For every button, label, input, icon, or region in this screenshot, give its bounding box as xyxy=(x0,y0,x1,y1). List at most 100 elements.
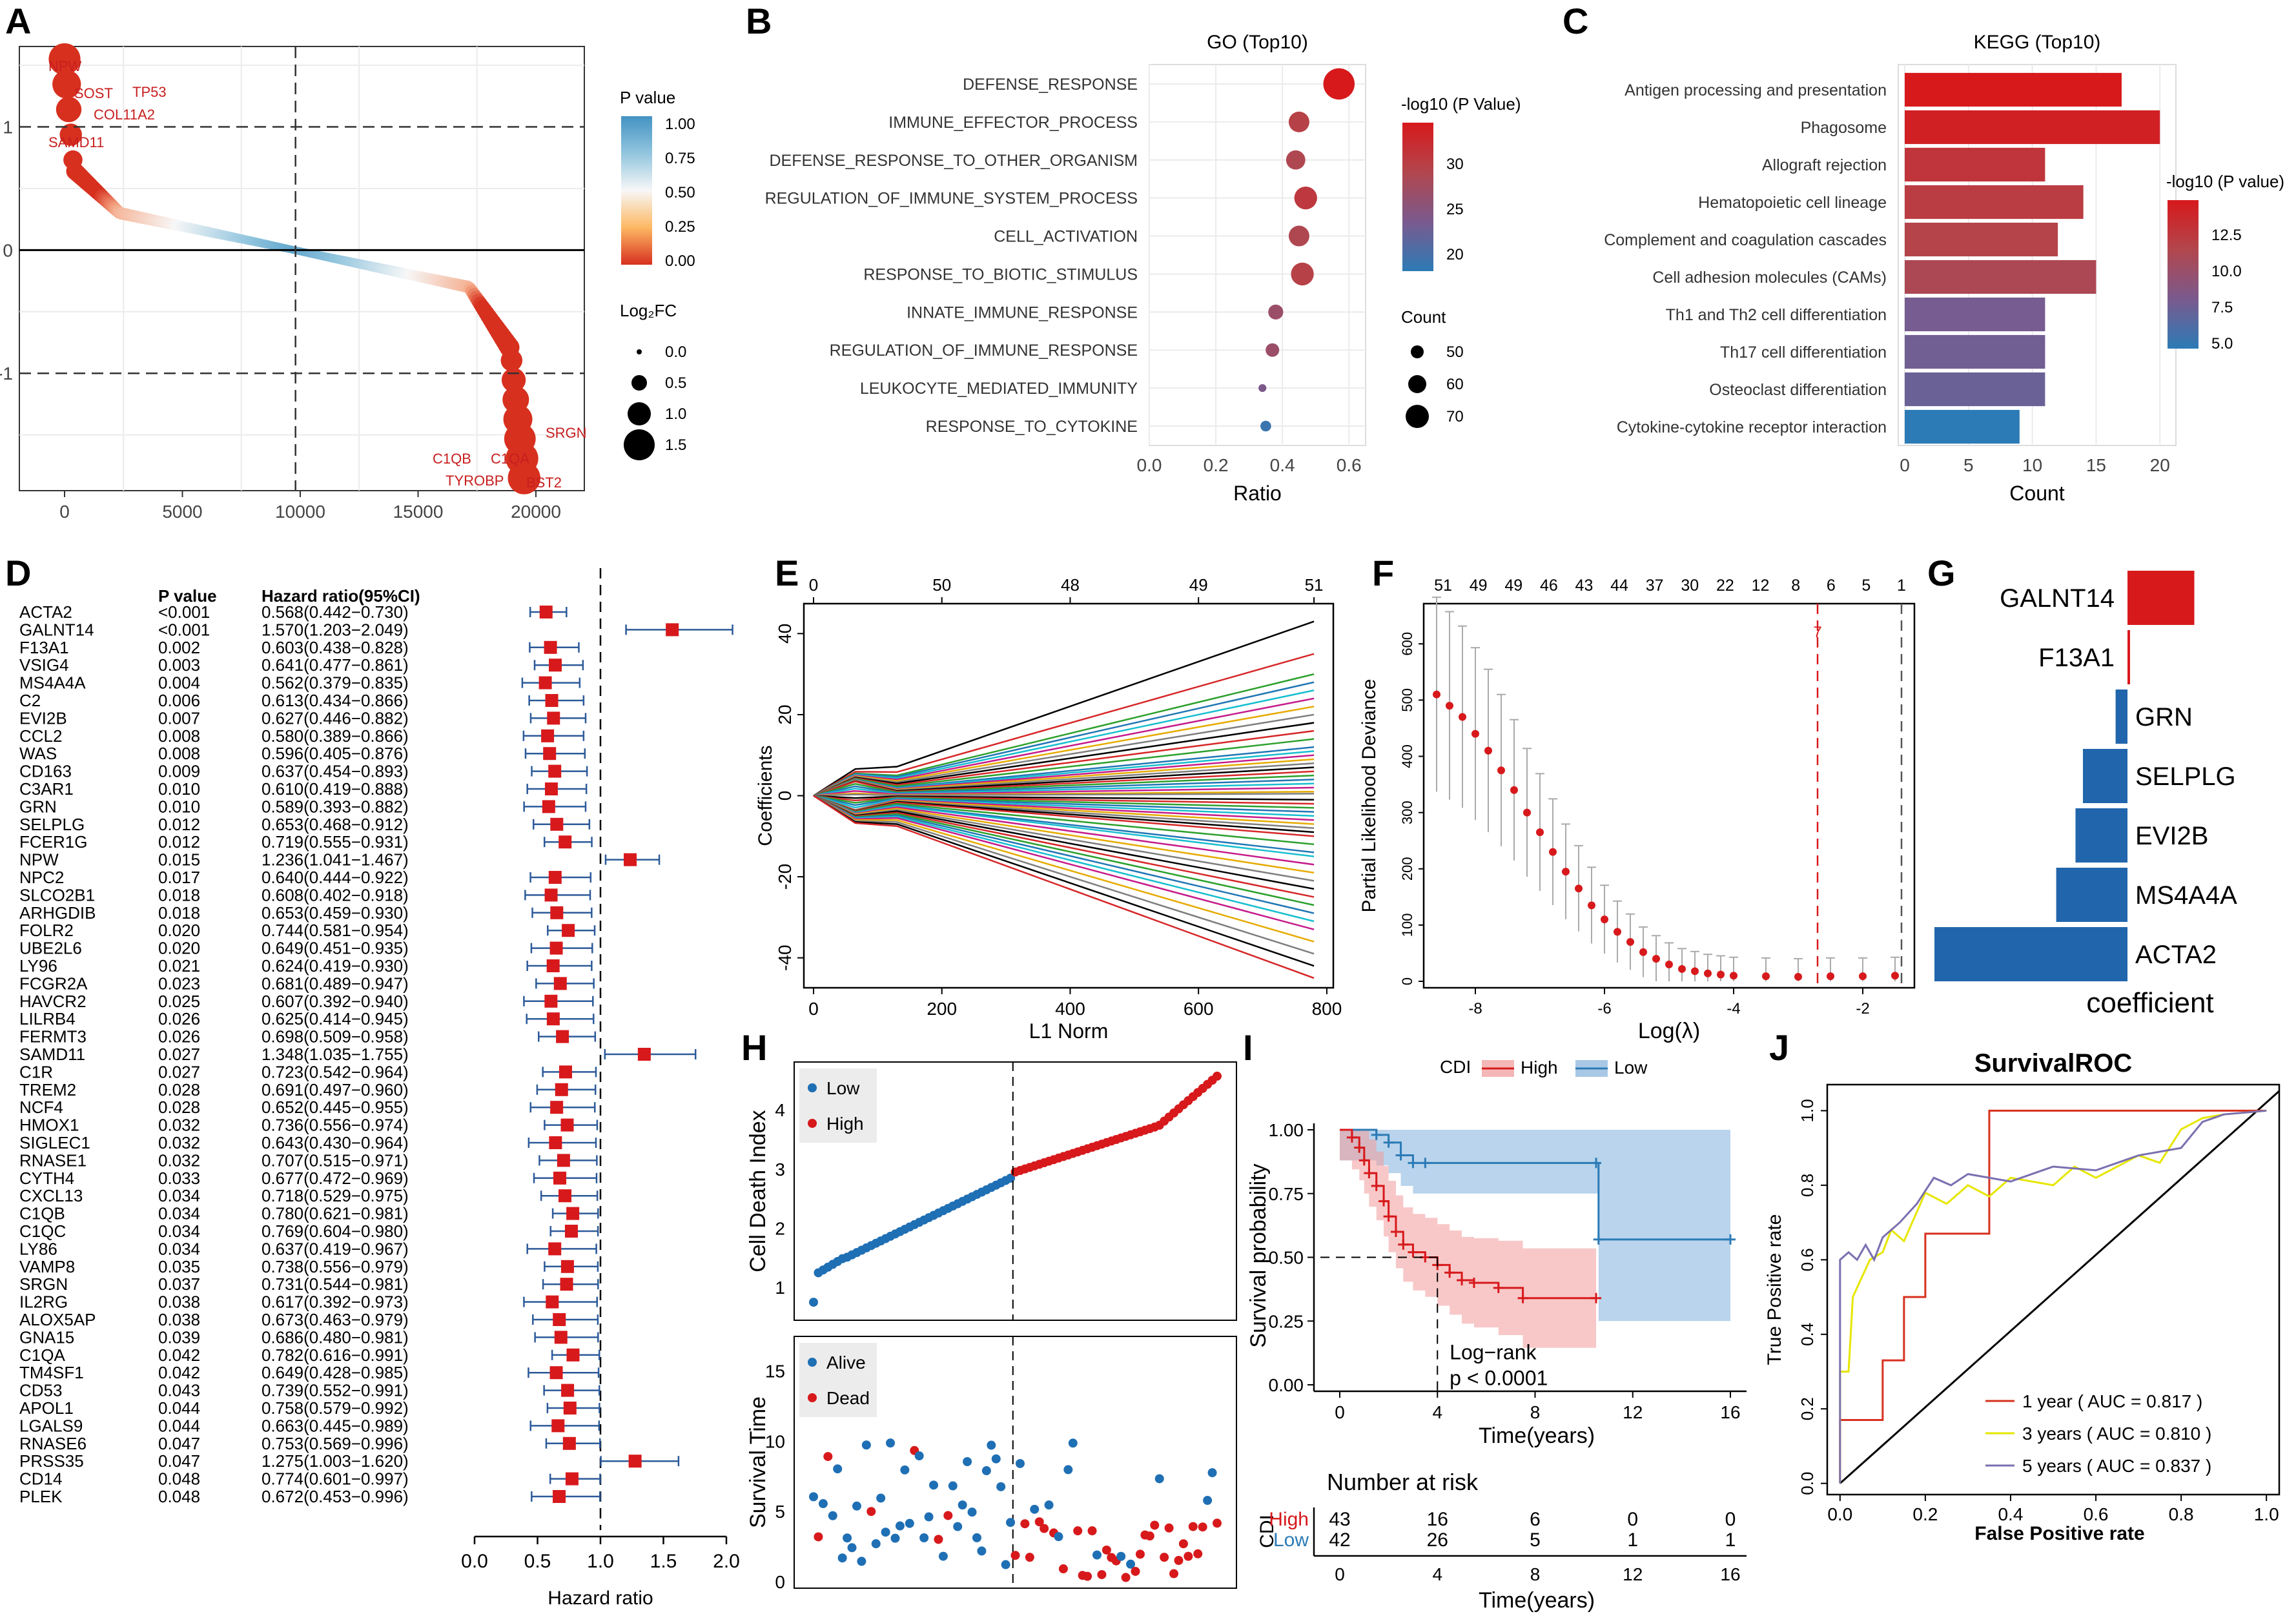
p-value: 0.012 xyxy=(158,832,200,852)
gene-label: SAMD11 xyxy=(48,134,104,150)
patient-time-point xyxy=(1121,1573,1131,1582)
gene-name: EVI2B xyxy=(19,708,67,728)
category-label: Th1 and Th2 cell differentiation xyxy=(1666,306,1887,324)
hr-ci: 0.652(0.445−0.955) xyxy=(261,1098,409,1117)
legend-label: High xyxy=(1521,1057,1558,1078)
patient-time-point xyxy=(1203,1496,1213,1506)
gene-name: C1QC xyxy=(19,1221,66,1241)
cv-point xyxy=(1859,972,1867,981)
hr-square xyxy=(548,871,562,884)
pvalue-colorbar xyxy=(621,116,652,265)
hr-ci: 0.608(0.402−0.918) xyxy=(261,885,409,904)
panel-label-c: C xyxy=(1563,1,1589,41)
hr-ci: 0.568(0.442−0.730) xyxy=(261,602,409,622)
panel-label-d: D xyxy=(5,553,32,593)
colorbar xyxy=(1402,123,1433,271)
size-legend-label: 70 xyxy=(1446,408,1464,425)
gene-label: C1QB xyxy=(433,451,471,467)
patient-time-point xyxy=(929,1480,939,1490)
colorbar-tick-label: 7.5 xyxy=(2211,299,2233,316)
patient-time-point xyxy=(900,1465,910,1475)
hr-square xyxy=(559,835,572,849)
patient-time-point xyxy=(823,1452,833,1462)
top-tick-label: 48 xyxy=(1061,575,1080,595)
x-tick-label: 0.2 xyxy=(1912,1504,1938,1524)
go-term-dot xyxy=(1268,304,1284,320)
hr-square xyxy=(637,1048,651,1061)
patient-risk-point xyxy=(1006,1173,1016,1183)
go-term-dot xyxy=(1258,384,1267,393)
p-value: 0.026 xyxy=(158,1027,200,1047)
chart-c-kegg-barplot: KEGG (Top10) Antigen processing and prese… xyxy=(1604,32,2284,505)
patient-time-point xyxy=(1184,1551,1193,1561)
coefficient-path xyxy=(813,722,1315,797)
x-tick-label: 1.0 xyxy=(2254,1504,2279,1524)
coefficient-bar xyxy=(2075,808,2127,863)
risk-count: 42 xyxy=(1329,1529,1350,1551)
gene-name: CD163 xyxy=(19,762,72,781)
pvalue-tick-label: 0.00 xyxy=(665,252,695,270)
hr-square xyxy=(539,606,553,618)
hr-ci: 0.580(0.389−0.866) xyxy=(261,726,409,746)
patient-time-point xyxy=(1068,1438,1078,1448)
category-label: RESPONSE_TO_BIOTIC_STIMULUS xyxy=(863,265,1138,283)
cv-point xyxy=(1471,730,1479,738)
coefficient-path xyxy=(813,690,1315,797)
p-value: 0.035 xyxy=(158,1257,200,1276)
hr-ci: 0.731(0.544−0.981) xyxy=(261,1274,409,1294)
top-tick-label: 12 xyxy=(1752,577,1770,595)
x-tick-label: 4 xyxy=(1432,1402,1442,1422)
hr-square xyxy=(548,764,562,778)
y-tick-label: 300 xyxy=(1399,801,1415,824)
gene-label: GRN xyxy=(2135,703,2193,731)
hr-ci: 0.624(0.419−0.930) xyxy=(261,956,409,976)
hr-ci: 0.719(0.555−0.931) xyxy=(261,832,409,852)
patient-time-point xyxy=(847,1543,857,1553)
x-tick-label: 0 xyxy=(808,999,819,1019)
p-value: 0.020 xyxy=(158,921,200,940)
risk-count: 26 xyxy=(1427,1529,1448,1551)
coefficient-bar xyxy=(2127,571,2195,625)
kegg-bar xyxy=(1905,372,2045,407)
p-value: <0.001 xyxy=(158,620,210,639)
hr-ci: 0.625(0.414−0.945) xyxy=(261,1009,409,1028)
p-value: 0.017 xyxy=(158,868,200,887)
hr-square xyxy=(562,924,575,937)
chart-g-coefficients: GALNT14 F13A1 GRN SELPLG EVI2B MS4A4A ACTA2 coe… xyxy=(1934,571,2237,1019)
x-axis-label: Count xyxy=(2009,482,2065,505)
cv-point xyxy=(1678,965,1686,973)
hr-ci: 0.718(0.529−0.975) xyxy=(261,1186,409,1205)
gene-name: FCGR2A xyxy=(19,974,88,993)
size-legend-dot xyxy=(1406,405,1429,428)
diagonal-line xyxy=(1839,1090,2280,1484)
patient-time-point xyxy=(1040,1524,1049,1533)
y-tick-label: -1 xyxy=(0,363,13,383)
p-value: 0.048 xyxy=(158,1469,200,1489)
x-axis-label: Hazard ratio xyxy=(548,1588,653,1609)
legend-label: 5 years ( AUC = 0.837 ) xyxy=(2022,1456,2211,1476)
gene-name: LY86 xyxy=(19,1239,57,1258)
risk-x-axis-label: Time(years) xyxy=(1479,1588,1595,1613)
colorbar-tick-label: 10.0 xyxy=(2211,263,2242,280)
top-tick-label: 49 xyxy=(1470,577,1488,595)
hr-square xyxy=(557,1154,570,1167)
hr-square xyxy=(550,1101,564,1114)
legend-box xyxy=(799,1068,877,1143)
cv-point xyxy=(1639,948,1647,956)
patient-time-point xyxy=(814,1532,823,1542)
gene-name: C1QB xyxy=(19,1204,65,1223)
roc-curve xyxy=(1839,1109,2267,1484)
patient-time-point xyxy=(1058,1564,1068,1574)
cv-point xyxy=(1484,746,1492,755)
hr-ci: 0.744(0.581−0.954) xyxy=(261,921,409,940)
hr-ci: 0.780(0.621−0.981) xyxy=(261,1204,409,1223)
legend-label: Dead xyxy=(826,1388,870,1408)
x-tick-label: 0 xyxy=(1335,1402,1345,1422)
y-tick-label: 40 xyxy=(775,624,795,644)
hr-ci: 0.637(0.454−0.893) xyxy=(261,762,409,781)
hr-ci: 0.707(0.515−0.971) xyxy=(261,1150,409,1170)
hr-ci: 1.570(1.203−2.049) xyxy=(261,620,409,639)
legend-label: Low xyxy=(826,1078,860,1098)
x-tick-label: 0.0 xyxy=(461,1551,488,1572)
